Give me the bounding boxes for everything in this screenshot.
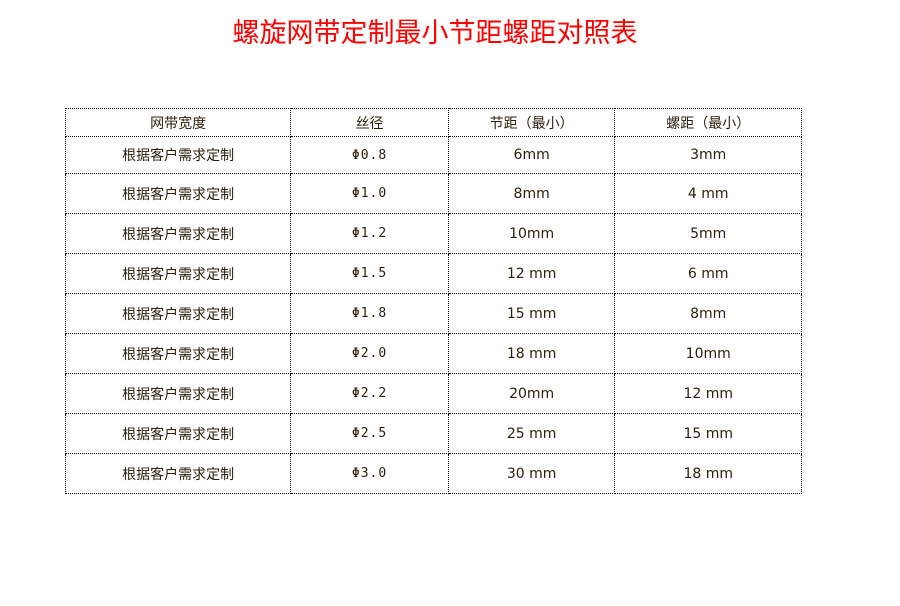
header-min-screw-pitch: 螺距（最小）	[614, 108, 802, 137]
table-header-row: 网带宽度 丝径 节距（最小） 螺距（最小）	[64, 108, 802, 137]
cell-wire-diameter: Φ2.2	[290, 373, 449, 414]
cell-min-pitch: 12 mm	[447, 253, 616, 294]
cell-min-pitch: 10mm	[447, 213, 616, 254]
cell-min-pitch: 20mm	[447, 373, 616, 414]
cell-belt-width: 根据客户需求定制	[64, 213, 292, 254]
cell-min-screw-pitch: 10mm	[614, 333, 802, 374]
cell-min-pitch: 30 mm	[447, 453, 616, 494]
cell-min-screw-pitch: 18 mm	[614, 453, 802, 494]
cell-min-pitch: 18 mm	[447, 333, 616, 374]
table-row: 根据客户需求定制 Φ1.0 8mm 4 mm	[64, 173, 802, 214]
header-belt-width: 网带宽度	[64, 108, 292, 137]
cell-min-screw-pitch: 3mm	[614, 136, 802, 174]
table-row: 根据客户需求定制 Φ1.2 10mm 5mm	[64, 213, 802, 254]
table-row: 根据客户需求定制 Φ2.5 25 mm 15 mm	[64, 413, 802, 454]
cell-min-pitch: 8mm	[447, 173, 616, 214]
cell-belt-width: 根据客户需求定制	[64, 453, 292, 494]
cell-wire-diameter: Φ1.2	[290, 213, 449, 254]
table-row: 根据客户需求定制 Φ2.2 20mm 12 mm	[64, 373, 802, 414]
cell-min-screw-pitch: 5mm	[614, 213, 802, 254]
cell-wire-diameter: Φ0.8	[290, 136, 449, 174]
cell-wire-diameter: Φ1.8	[290, 293, 449, 334]
table-row: 根据客户需求定制 Φ0.8 6mm 3mm	[64, 136, 802, 174]
cell-min-screw-pitch: 12 mm	[614, 373, 802, 414]
cell-min-screw-pitch: 8mm	[614, 293, 802, 334]
pitch-table: 网带宽度 丝径 节距（最小） 螺距（最小） 根据客户需求定制 Φ0.8 6mm 3mm…	[64, 108, 802, 494]
cell-min-screw-pitch: 6 mm	[614, 253, 802, 294]
cell-min-pitch: 6mm	[447, 136, 616, 174]
page-title: 螺旋网带定制最小节距螺距对照表	[232, 18, 638, 49]
cell-wire-diameter: Φ1.5	[290, 253, 449, 294]
cell-wire-diameter: Φ3.0	[290, 453, 449, 494]
cell-wire-diameter: Φ1.0	[290, 173, 449, 214]
cell-belt-width: 根据客户需求定制	[64, 413, 292, 454]
table-row: 根据客户需求定制 Φ3.0 30 mm 18 mm	[64, 453, 802, 494]
cell-min-screw-pitch: 4 mm	[614, 173, 802, 214]
cell-belt-width: 根据客户需求定制	[64, 293, 292, 334]
header-min-pitch: 节距（最小）	[447, 108, 616, 137]
table-row: 根据客户需求定制 Φ2.0 18 mm 10mm	[64, 333, 802, 374]
table-row: 根据客户需求定制 Φ1.8 15 mm 8mm	[64, 293, 802, 334]
cell-min-pitch: 25 mm	[447, 413, 616, 454]
table-row: 根据客户需求定制 Φ1.5 12 mm 6 mm	[64, 253, 802, 294]
cell-min-screw-pitch: 15 mm	[614, 413, 802, 454]
header-wire-diameter: 丝径	[290, 108, 449, 137]
cell-min-pitch: 15 mm	[447, 293, 616, 334]
cell-wire-diameter: Φ2.0	[290, 333, 449, 374]
cell-belt-width: 根据客户需求定制	[64, 373, 292, 414]
cell-belt-width: 根据客户需求定制	[64, 173, 292, 214]
cell-belt-width: 根据客户需求定制	[64, 333, 292, 374]
cell-belt-width: 根据客户需求定制	[64, 253, 292, 294]
cell-wire-diameter: Φ2.5	[290, 413, 449, 454]
cell-belt-width: 根据客户需求定制	[64, 136, 292, 174]
